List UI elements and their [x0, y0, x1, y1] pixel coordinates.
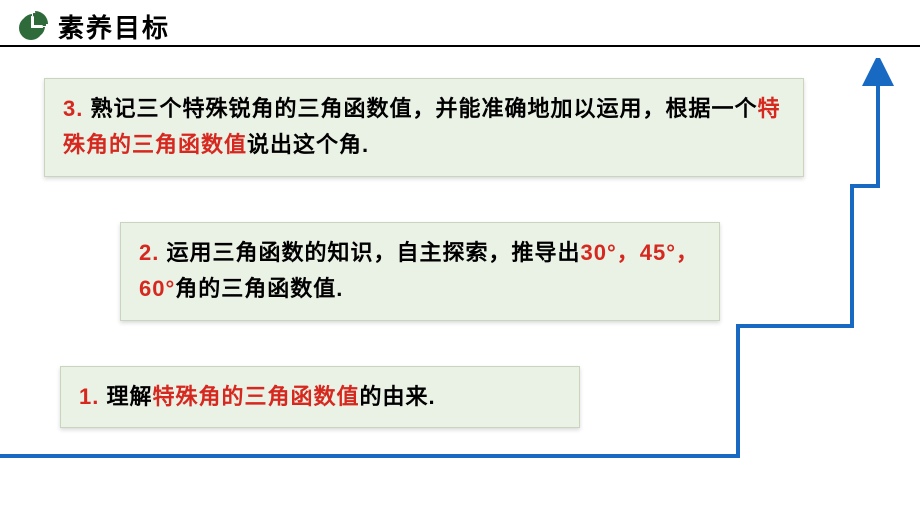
slide-header: 素养目标	[0, 6, 170, 46]
goal-box-2: 2. 运用三角函数的知识，自主探索，推导出30°，45°，60°角的三角函数值.	[120, 222, 720, 321]
goal2-text-b: 角的三角函数值.	[175, 276, 343, 301]
goal1-highlight: 特殊角的三角函数值	[152, 384, 359, 409]
goal3-number: 3.	[63, 96, 83, 121]
slide-title: 素养目标	[58, 8, 170, 45]
goal2-number: 2.	[139, 240, 159, 265]
goal3-text-b: 说出这个角.	[247, 132, 369, 157]
goal1-text-a: 理解	[99, 384, 152, 409]
goal2-text-a: 运用三角函数的知识，自主探索，推导出	[159, 240, 580, 265]
goal-box-3: 3. 熟记三个特殊锐角的三角函数值，并能准确地加以运用，根据一个特殊角的三角函数…	[44, 78, 804, 177]
goal1-number: 1.	[79, 384, 99, 409]
goal3-text-a: 熟记三个特殊锐角的三角函数值，并能准确地加以运用，根据一个	[83, 96, 757, 121]
goal-box-1: 1. 理解特殊角的三角函数值的由来.	[60, 366, 580, 428]
header-underline	[0, 45, 920, 47]
goal1-text-b: 的由来.	[360, 384, 436, 409]
pie-icon	[18, 11, 48, 41]
